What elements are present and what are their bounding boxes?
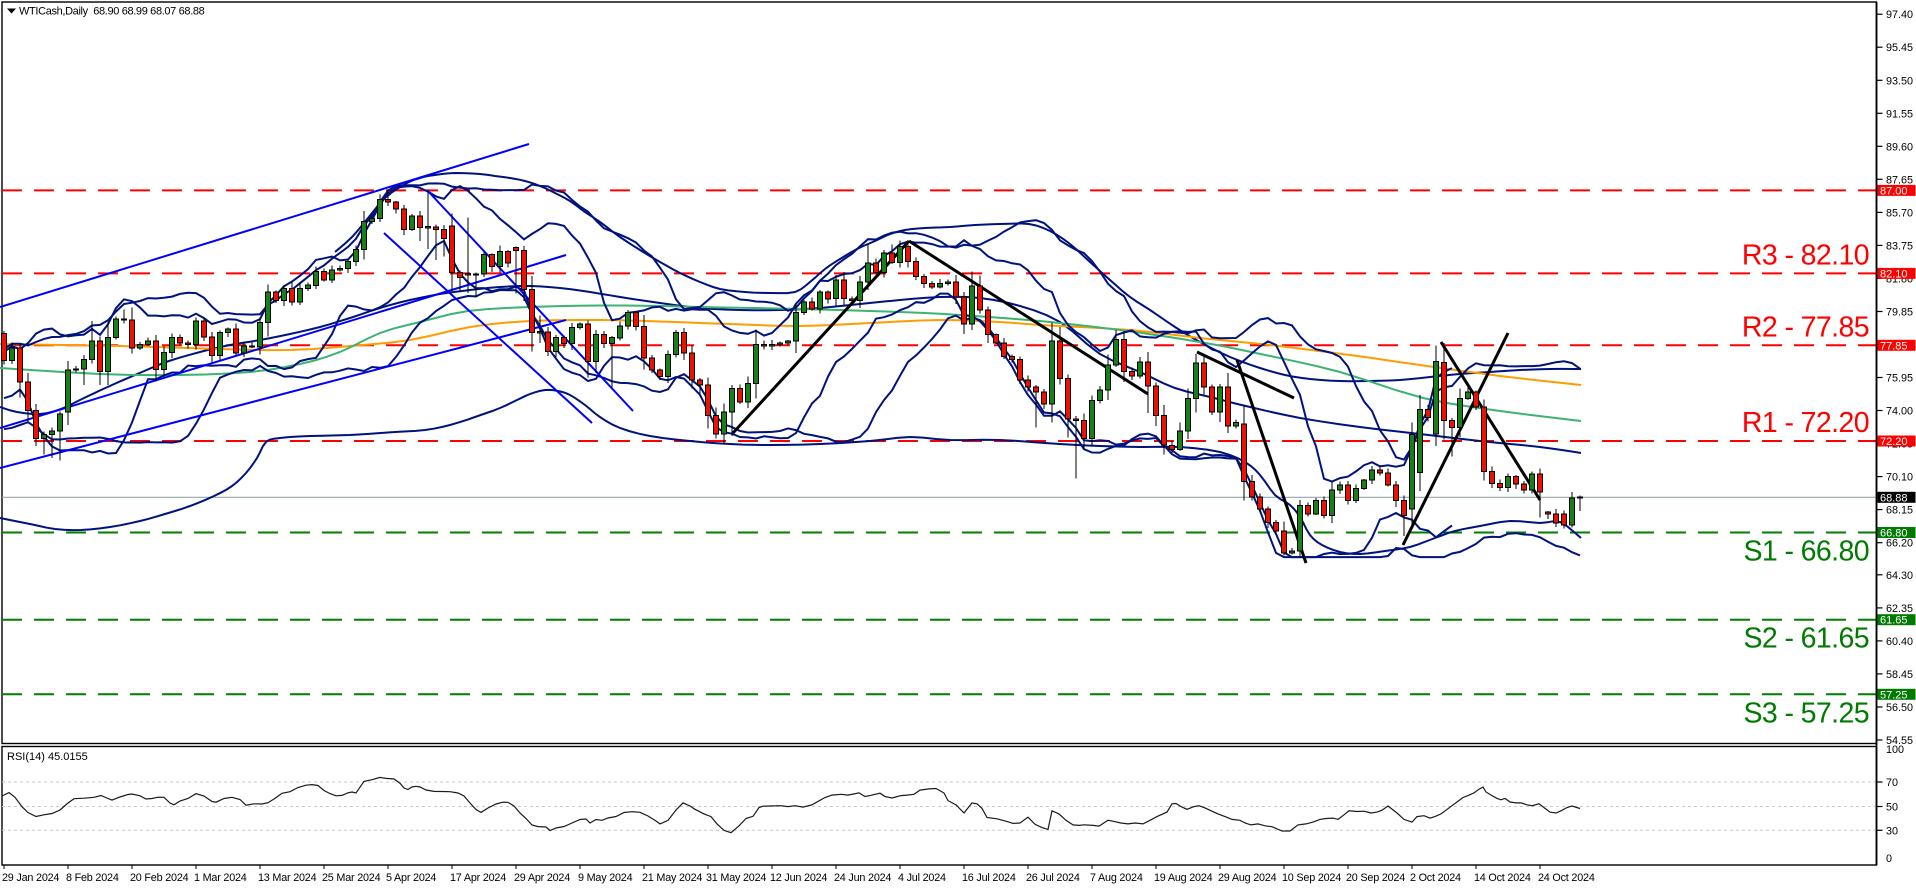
svg-text:0: 0 (1886, 853, 1892, 865)
svg-text:14 Oct 2024: 14 Oct 2024 (1474, 872, 1531, 884)
svg-text:95.45: 95.45 (1886, 42, 1913, 54)
svg-text:26 Jul 2024: 26 Jul 2024 (1026, 872, 1080, 884)
svg-text:S3 - 57.25: S3 - 57.25 (1743, 697, 1869, 729)
svg-text:70: 70 (1886, 777, 1898, 789)
svg-text:29 Apr 2024: 29 Apr 2024 (514, 872, 570, 884)
svg-text:93.50: 93.50 (1886, 75, 1913, 87)
svg-text:50: 50 (1886, 802, 1898, 814)
svg-text:S1 - 66.80: S1 - 66.80 (1743, 536, 1869, 568)
svg-text:66.20: 66.20 (1886, 538, 1913, 550)
svg-text:12 Jun 2024: 12 Jun 2024 (770, 872, 827, 884)
svg-text:75.95: 75.95 (1886, 373, 1913, 385)
svg-text:87.00: 87.00 (1880, 185, 1908, 197)
svg-text:13 Mar 2024: 13 Mar 2024 (258, 872, 317, 884)
svg-text:62.35: 62.35 (1886, 603, 1913, 615)
svg-text:82.10: 82.10 (1880, 268, 1908, 280)
svg-text:S2 - 61.65: S2 - 61.65 (1743, 623, 1869, 655)
svg-text:91.55: 91.55 (1886, 108, 1913, 120)
svg-text:77.85: 77.85 (1880, 340, 1908, 352)
svg-text:R1 - 72.20: R1 - 72.20 (1742, 407, 1869, 439)
svg-text:85.70: 85.70 (1886, 207, 1913, 219)
svg-text:54.55: 54.55 (1886, 735, 1913, 747)
svg-text:83.75: 83.75 (1886, 240, 1913, 252)
svg-text:64.30: 64.30 (1886, 570, 1913, 582)
svg-text:100: 100 (1886, 744, 1904, 756)
svg-text:58.45: 58.45 (1886, 669, 1913, 681)
svg-text:89.60: 89.60 (1886, 141, 1913, 153)
svg-text:97.40: 97.40 (1886, 9, 1913, 21)
svg-text:9 May 2024: 9 May 2024 (578, 872, 633, 884)
svg-text:24 Jun 2024: 24 Jun 2024 (834, 872, 891, 884)
svg-text:10 Sep 2024: 10 Sep 2024 (1282, 872, 1341, 884)
svg-text:68.88: 68.88 (1880, 492, 1908, 504)
svg-text:R3 - 82.10: R3 - 82.10 (1742, 239, 1869, 271)
svg-text:66.80: 66.80 (1880, 528, 1908, 540)
svg-text:87.65: 87.65 (1886, 174, 1913, 186)
svg-text:29 Jan 2024: 29 Jan 2024 (2, 872, 59, 884)
svg-text:30: 30 (1886, 825, 1898, 837)
svg-text:20 Feb 2024: 20 Feb 2024 (130, 872, 189, 884)
svg-text:70.10: 70.10 (1886, 472, 1913, 484)
svg-text:RSI(14) 45.0155: RSI(14) 45.0155 (7, 751, 88, 763)
svg-text:4 Jul 2024: 4 Jul 2024 (898, 872, 946, 884)
svg-text:2 Oct 2024: 2 Oct 2024 (1410, 872, 1461, 884)
svg-text:16 Jul 2024: 16 Jul 2024 (962, 872, 1016, 884)
svg-text:19 Aug 2024: 19 Aug 2024 (1154, 872, 1213, 884)
svg-text:61.65: 61.65 (1880, 615, 1908, 627)
svg-text:WTICash,Daily 68.90 68.99 68.: WTICash,Daily 68.90 68.99 68.07 68.88 (19, 6, 205, 18)
svg-text:8 Feb 2024: 8 Feb 2024 (66, 872, 119, 884)
svg-text:29 Aug 2024: 29 Aug 2024 (1218, 872, 1277, 884)
svg-text:60.40: 60.40 (1886, 636, 1913, 648)
svg-text:20 Sep 2024: 20 Sep 2024 (1346, 872, 1405, 884)
svg-text:57.25: 57.25 (1880, 689, 1908, 701)
svg-text:5 Apr 2024: 5 Apr 2024 (386, 872, 436, 884)
svg-text:74.00: 74.00 (1886, 406, 1913, 418)
svg-text:56.50: 56.50 (1886, 702, 1913, 714)
svg-text:25 Mar 2024: 25 Mar 2024 (322, 872, 381, 884)
svg-text:17 Apr 2024: 17 Apr 2024 (450, 872, 506, 884)
svg-text:21 May 2024: 21 May 2024 (642, 872, 702, 884)
svg-text:24 Oct 2024: 24 Oct 2024 (1538, 872, 1595, 884)
svg-text:1 Mar 2024: 1 Mar 2024 (194, 872, 247, 884)
svg-text:79.85: 79.85 (1886, 307, 1913, 319)
svg-text:R2 - 77.85: R2 - 77.85 (1742, 311, 1869, 343)
svg-text:31 May 2024: 31 May 2024 (706, 872, 766, 884)
svg-text:7 Aug 2024: 7 Aug 2024 (1090, 872, 1143, 884)
svg-text:72.20: 72.20 (1880, 436, 1908, 448)
svg-text:68.15: 68.15 (1886, 505, 1913, 517)
